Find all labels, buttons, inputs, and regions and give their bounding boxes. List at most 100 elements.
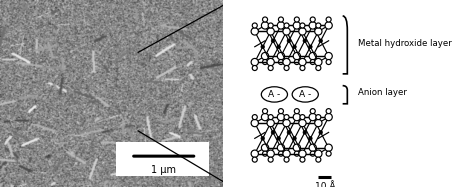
Circle shape	[299, 119, 306, 127]
Circle shape	[309, 144, 316, 151]
Circle shape	[277, 45, 281, 49]
Circle shape	[271, 131, 275, 134]
Circle shape	[277, 52, 284, 60]
Circle shape	[278, 151, 283, 156]
FancyBboxPatch shape	[116, 142, 210, 176]
Circle shape	[267, 28, 274, 35]
Circle shape	[251, 119, 258, 127]
Circle shape	[310, 151, 315, 156]
Circle shape	[309, 22, 316, 29]
Circle shape	[326, 17, 331, 22]
Circle shape	[300, 23, 305, 28]
Text: 10 Å: 10 Å	[315, 182, 335, 187]
Circle shape	[252, 157, 257, 162]
Circle shape	[261, 52, 269, 60]
Circle shape	[261, 22, 269, 29]
Circle shape	[325, 22, 332, 29]
Text: 1 μm: 1 μm	[151, 165, 176, 175]
Circle shape	[303, 39, 307, 43]
Circle shape	[251, 58, 258, 66]
Circle shape	[300, 157, 305, 162]
Ellipse shape	[292, 87, 319, 102]
Circle shape	[293, 45, 296, 49]
Circle shape	[252, 23, 257, 28]
Circle shape	[251, 150, 258, 157]
Circle shape	[263, 109, 267, 114]
Circle shape	[267, 119, 274, 127]
Circle shape	[294, 109, 300, 114]
Circle shape	[299, 58, 306, 66]
Circle shape	[316, 157, 321, 162]
Text: Metal hydroxide layer: Metal hydroxide layer	[357, 39, 451, 47]
Circle shape	[309, 45, 312, 49]
Circle shape	[316, 23, 321, 28]
Circle shape	[309, 137, 312, 140]
Circle shape	[299, 150, 306, 157]
Circle shape	[283, 58, 290, 66]
Circle shape	[293, 137, 296, 140]
Circle shape	[315, 119, 322, 127]
Circle shape	[268, 157, 273, 162]
Circle shape	[284, 157, 289, 162]
Circle shape	[251, 28, 258, 35]
Circle shape	[267, 58, 274, 66]
Circle shape	[293, 113, 301, 121]
Circle shape	[263, 151, 267, 156]
Circle shape	[319, 131, 322, 134]
Circle shape	[310, 17, 315, 22]
Circle shape	[315, 58, 322, 66]
Circle shape	[294, 17, 300, 22]
Circle shape	[261, 113, 269, 121]
Circle shape	[271, 39, 275, 43]
Circle shape	[267, 150, 274, 157]
Circle shape	[315, 28, 322, 35]
Circle shape	[252, 65, 257, 70]
Circle shape	[293, 22, 301, 29]
Circle shape	[310, 109, 315, 114]
Circle shape	[278, 59, 283, 65]
Ellipse shape	[261, 87, 288, 102]
Circle shape	[268, 115, 273, 120]
Circle shape	[326, 109, 331, 114]
Circle shape	[294, 59, 300, 65]
Circle shape	[277, 113, 284, 121]
Circle shape	[278, 109, 283, 114]
Circle shape	[263, 17, 267, 22]
Circle shape	[287, 39, 291, 43]
Text: Anion layer: Anion layer	[357, 88, 407, 97]
Circle shape	[326, 151, 331, 156]
Circle shape	[316, 115, 321, 120]
Circle shape	[284, 23, 289, 28]
Circle shape	[293, 144, 301, 151]
Circle shape	[277, 137, 281, 140]
Circle shape	[300, 65, 305, 70]
Circle shape	[325, 52, 332, 60]
Circle shape	[284, 115, 289, 120]
Circle shape	[294, 151, 300, 156]
Circle shape	[268, 65, 273, 70]
Circle shape	[283, 28, 290, 35]
Circle shape	[293, 52, 301, 60]
Circle shape	[268, 23, 273, 28]
Circle shape	[315, 150, 322, 157]
Circle shape	[319, 39, 322, 43]
Circle shape	[261, 144, 269, 151]
Circle shape	[284, 65, 289, 70]
Circle shape	[310, 59, 315, 65]
Circle shape	[309, 52, 316, 60]
Circle shape	[278, 17, 283, 22]
Circle shape	[316, 65, 321, 70]
Circle shape	[261, 45, 264, 49]
Circle shape	[277, 22, 284, 29]
Circle shape	[252, 115, 257, 120]
Circle shape	[263, 59, 267, 65]
Circle shape	[326, 59, 331, 65]
Circle shape	[303, 131, 307, 134]
Circle shape	[299, 28, 306, 35]
Circle shape	[325, 113, 332, 121]
Circle shape	[283, 119, 290, 127]
Circle shape	[300, 115, 305, 120]
Circle shape	[277, 144, 284, 151]
Circle shape	[309, 113, 316, 121]
Circle shape	[261, 137, 264, 140]
